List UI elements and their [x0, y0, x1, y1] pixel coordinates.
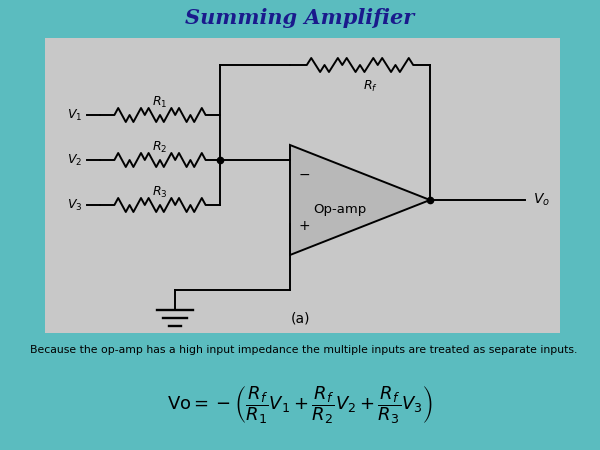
Text: (a): (a)	[290, 311, 310, 325]
Text: $V_2$: $V_2$	[67, 153, 83, 167]
Text: $+$: $+$	[298, 219, 310, 233]
Text: $R_3$: $R_3$	[152, 184, 168, 199]
Text: $R_f$: $R_f$	[362, 79, 377, 94]
Text: Op-amp: Op-amp	[313, 203, 367, 216]
Bar	[45, 38, 560, 333]
Text: $-$: $-$	[298, 167, 310, 181]
Text: Because the op-amp has a high input impedance the multiple inputs are treated as: Because the op-amp has a high input impe…	[30, 345, 577, 355]
Text: Summing Amplifier: Summing Amplifier	[185, 8, 415, 28]
Text: $V_1$: $V_1$	[67, 108, 83, 122]
Text: $V_o$: $V_o$	[533, 192, 550, 208]
Text: $\mathrm{Vo} = -\left(\dfrac{R_f}{R_1}V_1 + \dfrac{R_f}{R_2}V_2 + \dfrac{R_f}{R_: $\mathrm{Vo} = -\left(\dfrac{R_f}{R_1}V_…	[167, 384, 433, 426]
Text: $V_3$: $V_3$	[67, 198, 83, 212]
Text: $R_2$: $R_2$	[152, 140, 167, 154]
Polygon shape	[290, 145, 430, 255]
Text: $R_1$: $R_1$	[152, 94, 168, 109]
